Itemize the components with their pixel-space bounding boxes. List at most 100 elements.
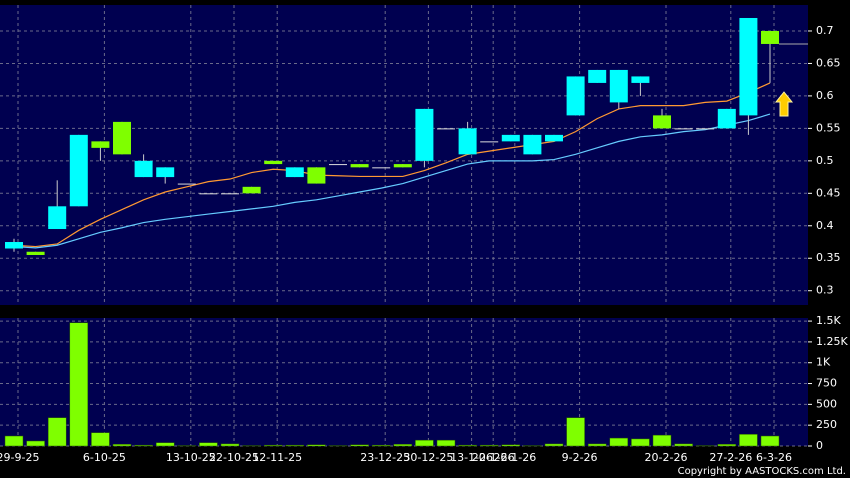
x-tick-label: 30-12-25 [403, 451, 453, 464]
y-tick-label: 250 [816, 418, 837, 431]
volume-bar [501, 444, 521, 447]
candle-body [26, 251, 45, 255]
candle-body [242, 186, 261, 194]
volume-bar [263, 444, 283, 447]
candle-body [523, 134, 542, 155]
candle-body [761, 30, 779, 44]
x-tick-label: 6-10-25 [83, 451, 126, 464]
volume-bar [739, 434, 758, 447]
y-tick-label: 0.65 [816, 56, 841, 69]
candle-body [393, 164, 412, 168]
volume-bar [350, 444, 369, 447]
volume-bar [760, 435, 780, 447]
volume-bar [26, 440, 45, 447]
y-tick-label: 750 [816, 377, 837, 390]
volume-bar [91, 432, 110, 447]
candle-body [221, 193, 239, 195]
candle-body [113, 121, 131, 155]
y-tick-label: 0.45 [816, 186, 841, 199]
volume-bar [652, 434, 672, 447]
y-tick-label: 0 [816, 439, 823, 452]
x-tick-label: 13-10-25 [166, 451, 216, 464]
volume-bar [436, 439, 456, 447]
volume-bar [155, 442, 175, 447]
x-tick-label: 27-2-26 [709, 451, 752, 464]
volume-bar [134, 444, 153, 447]
x-tick-label: 12-11-25 [252, 451, 302, 464]
candle-body [566, 76, 585, 116]
volume-bar [566, 417, 585, 447]
candle-body [134, 160, 153, 178]
y-tick-label: 0.6 [816, 89, 834, 102]
arrow-icon [774, 91, 794, 117]
volume-bar [674, 443, 693, 447]
y-tick-label: 0.35 [816, 251, 841, 264]
candle-body [329, 164, 347, 166]
volume-bar [307, 444, 326, 447]
volume-bar [69, 322, 89, 447]
moving-average-line [13, 82, 771, 248]
x-tick-label: 22-10-25 [209, 451, 259, 464]
x-tick-label: 6-3-26 [756, 451, 792, 464]
x-tick-label: 20-1-26 [472, 451, 515, 464]
candle-body [5, 242, 23, 249]
volume-bar [371, 444, 391, 447]
volume-bar [479, 444, 499, 447]
candle-body [653, 115, 671, 129]
x-tick-label: 29-9-25 [0, 451, 39, 464]
volume-bar [285, 444, 305, 447]
y-tick-label: 1K [816, 356, 831, 369]
volume-bar [393, 444, 413, 447]
y-tick-label: 1.25K [816, 335, 848, 348]
candle-body [545, 134, 563, 142]
x-tick-label: 26-1-26 [493, 451, 536, 464]
volume-bar [4, 435, 24, 447]
volume-bar [609, 437, 629, 447]
candle-body [609, 69, 628, 103]
volume-bar [631, 438, 650, 447]
x-tick-label: 20-2-26 [645, 451, 688, 464]
candle-body [480, 141, 499, 143]
candle-body [69, 134, 88, 207]
marks: 0.3 0.35 0.4 0.45 0.5 0.55 0.6 0.65 0.7 0 250 500 75… [0, 5, 848, 464]
candle-body [631, 76, 650, 83]
volume-bar [47, 417, 67, 447]
candle-body [696, 128, 715, 130]
y-tick-label: 0.7 [816, 24, 834, 37]
moving-average-line [13, 113, 771, 249]
candle-body [199, 193, 218, 195]
volume-bar [587, 443, 607, 447]
candle-body [739, 17, 758, 116]
candle-body [307, 167, 326, 184]
y-tick-label: 0.5 [816, 154, 834, 167]
y-tick-label: 500 [816, 397, 837, 410]
candle-body [501, 134, 520, 142]
y-tick-label: 0.55 [816, 121, 841, 134]
copyright: Copyright by AASTOCKS.com Ltd. [678, 466, 846, 477]
volume-bar [220, 443, 240, 447]
candle-body [264, 160, 283, 165]
x-tick-label: 9-2-26 [562, 451, 598, 464]
candle-body [350, 164, 369, 168]
volume-bar [458, 444, 477, 447]
y-tick-label: 0.4 [816, 219, 834, 232]
volume-bar [544, 443, 564, 447]
candle-body [588, 69, 607, 83]
y-tick-label: 1.5K [816, 314, 841, 327]
y-tick-label: 0.3 [816, 284, 834, 297]
volume-bar [112, 444, 132, 447]
candle-body [177, 183, 196, 185]
volume-bar [415, 439, 434, 447]
x-tick-label: 23-12-25 [360, 451, 410, 464]
x-tick-label: 13-1-26 [450, 451, 493, 464]
price-panel [0, 5, 808, 305]
candle-body [48, 206, 67, 230]
candle-body [674, 128, 693, 130]
volume-panel [0, 318, 808, 446]
volume-bar [717, 444, 737, 447]
candle-body [415, 108, 434, 161]
candle-body [717, 108, 736, 129]
volume-bar [199, 442, 218, 447]
